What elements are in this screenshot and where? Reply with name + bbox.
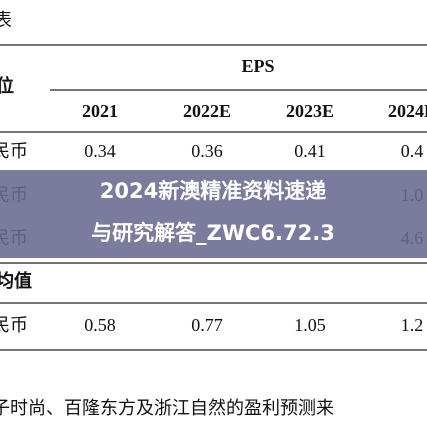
footnote: 子时尚、百隆东方及浙江自然的盈利预测来 xyxy=(0,398,334,418)
cell: 0.77 xyxy=(191,315,223,335)
banner-line: 2024新澳精准资料速递 xyxy=(100,179,326,203)
cell: 0.58 xyxy=(84,315,116,335)
title-fragment: 表 xyxy=(0,10,12,30)
section-label: 均值 xyxy=(0,270,32,291)
row-label: 民币 xyxy=(0,141,28,161)
cell: 1.2 xyxy=(401,315,424,335)
overlay-banner xyxy=(0,170,427,258)
column-header: 2024E xyxy=(388,101,427,121)
cell: 0.36 xyxy=(191,141,223,161)
cell: 0.41 xyxy=(294,141,326,161)
cell: 0.4 xyxy=(401,141,424,161)
column-header: 2023E xyxy=(286,101,334,121)
row-label: 民币 xyxy=(0,315,28,335)
unit-header: 位 xyxy=(0,75,14,96)
column-header: 2021 xyxy=(82,101,118,121)
cell: 0.34 xyxy=(84,141,116,161)
column-header: 2022E xyxy=(183,101,231,121)
banner-line: 与研究解答_ZWC6.72.3 xyxy=(91,221,335,245)
cell: 1.05 xyxy=(294,315,326,335)
group-header: EPS xyxy=(241,56,274,76)
